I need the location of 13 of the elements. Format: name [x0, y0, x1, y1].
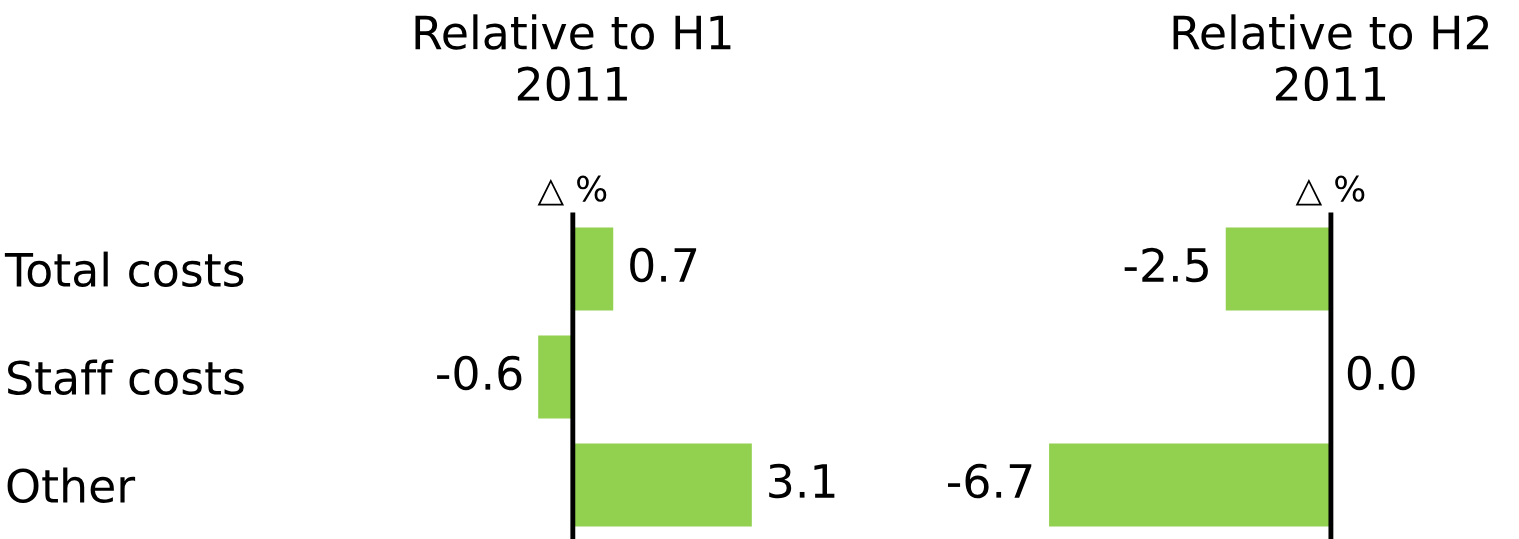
data-label: 0.7	[630, 247, 697, 283]
y-tick-label: Total costs	[4, 251, 244, 288]
data-label: -6.7	[948, 463, 1032, 499]
y-tick-label: Other	[7, 467, 136, 504]
y-tick-label: Staff costs	[8, 359, 244, 396]
x-axis-title: △ %	[537, 175, 607, 206]
data-label: -0.6	[437, 355, 522, 391]
chart-title: Relative to H2 2011	[1173, 14, 1489, 102]
chart-title: Relative to H1 2011	[415, 14, 731, 102]
data-label: 3.1	[769, 463, 835, 499]
x-axis-title: △ %	[1295, 175, 1365, 206]
data-label: -2.5	[1124, 247, 1208, 283]
data-label: 0.0	[1347, 355, 1415, 391]
